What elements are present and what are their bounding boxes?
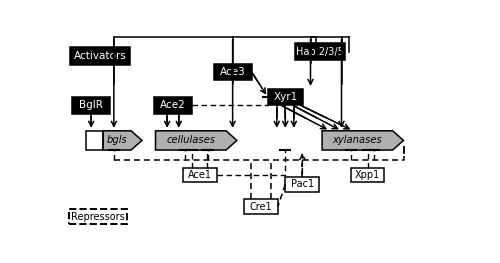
Polygon shape (322, 131, 404, 150)
Polygon shape (103, 131, 142, 150)
Text: Repressors: Repressors (72, 212, 125, 222)
Text: Activators: Activators (74, 51, 126, 61)
Text: bgls: bgls (107, 135, 128, 145)
Bar (351, 168, 384, 183)
Bar (70, 209, 127, 224)
Text: BglR: BglR (79, 100, 103, 110)
Bar (295, 43, 346, 60)
Text: Xpp1: Xpp1 (355, 170, 380, 180)
Bar (244, 199, 278, 214)
Text: Ace2: Ace2 (160, 100, 186, 110)
Text: Ace3: Ace3 (220, 67, 246, 77)
Bar (182, 168, 216, 183)
Bar (70, 47, 130, 65)
Bar (72, 97, 110, 114)
Text: Ace1: Ace1 (188, 170, 212, 180)
Bar (86, 131, 103, 150)
Text: xylanases: xylanases (332, 135, 382, 145)
Text: Hap 2/3/5: Hap 2/3/5 (296, 47, 344, 57)
Bar (214, 64, 252, 80)
Text: cellulases: cellulases (166, 135, 216, 145)
Bar (268, 89, 303, 105)
Text: Cre1: Cre1 (250, 201, 272, 211)
Text: Xyr1: Xyr1 (273, 92, 297, 102)
Bar (154, 97, 192, 114)
Bar (286, 177, 320, 191)
Polygon shape (156, 131, 237, 150)
Text: Pac1: Pac1 (291, 179, 314, 189)
